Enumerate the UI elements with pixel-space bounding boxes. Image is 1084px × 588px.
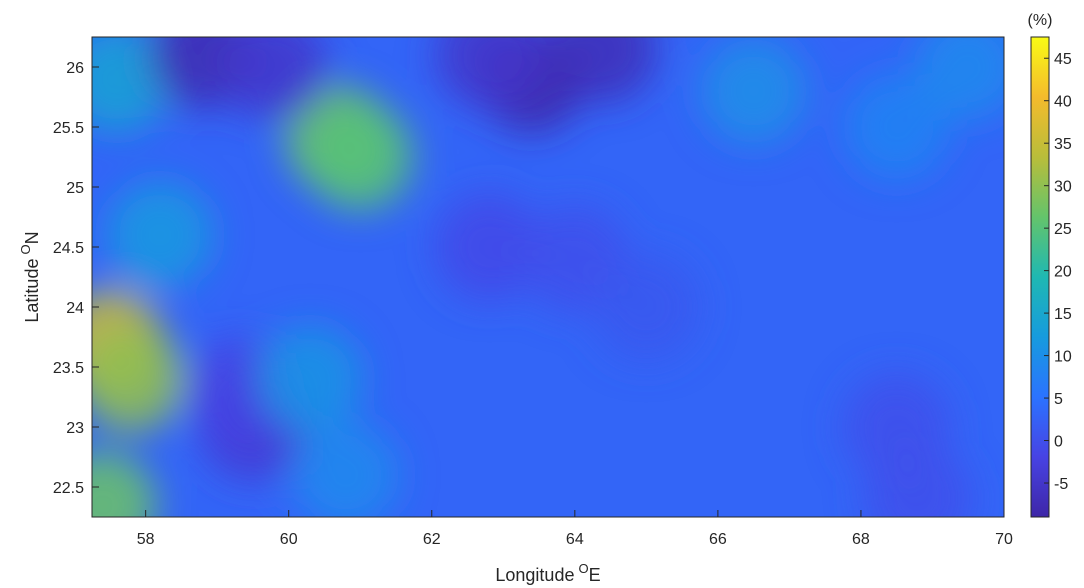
heatmap-feature xyxy=(256,325,364,433)
heatmap-feature xyxy=(220,37,329,121)
plot-area xyxy=(92,37,1004,517)
colorbar-tick-label: 0 xyxy=(1054,434,1063,451)
x-axis: 58 60 62 64 66 68 70 xyxy=(92,510,1013,548)
colorbar-tick-label: -5 xyxy=(1054,476,1068,493)
colorbar-title: (%) xyxy=(1028,12,1053,29)
colorbar-tick-label: 35 xyxy=(1054,136,1072,153)
heatmap-feature xyxy=(106,181,214,289)
heatmap-feature xyxy=(92,451,157,517)
x-axis-label: Longitude OE xyxy=(495,561,600,585)
x-tick-label: 70 xyxy=(995,531,1013,548)
y-tick-label: 23 xyxy=(66,420,84,437)
x-tick-label: 68 xyxy=(852,531,870,548)
heatmap-feature xyxy=(292,421,400,517)
heatmap-feature xyxy=(306,103,414,211)
y-tick-label: 26 xyxy=(66,60,84,77)
heatmap-feature xyxy=(864,445,972,517)
heatmap-feature xyxy=(435,193,543,301)
x-tick-label: 66 xyxy=(709,531,727,548)
colorbar-scale xyxy=(1030,36,1050,518)
colorbar-tick-label: 5 xyxy=(1054,391,1063,408)
y-tick-label: 24 xyxy=(66,300,84,317)
colorbar-tick-label: 10 xyxy=(1054,349,1072,366)
x-tick-label: 60 xyxy=(280,531,298,548)
y-axis-label: LatitudeON xyxy=(18,231,42,322)
colorbar-tick-label: 30 xyxy=(1054,179,1072,196)
y-tick-label: 25.5 xyxy=(53,120,84,137)
heatmap-feature xyxy=(92,325,185,433)
heatmap-feature xyxy=(549,37,658,103)
colorbar-tick-label: 25 xyxy=(1054,221,1072,238)
colorbar-tick-label: 45 xyxy=(1054,51,1072,68)
y-axis: 22.5 23 23.5 24 24.5 25 25.5 26 xyxy=(53,37,99,517)
colorbar-tick-label: 15 xyxy=(1054,306,1072,323)
y-tick-label: 22.5 xyxy=(53,480,84,497)
heatmap-feature xyxy=(700,37,808,145)
y-tick-label: 23.5 xyxy=(53,360,84,377)
heatmap-features xyxy=(92,37,1004,517)
heatmap-feature xyxy=(843,73,951,181)
heatmap-feature xyxy=(435,37,543,109)
x-tick-label: 58 xyxy=(137,531,155,548)
heatmap-feature xyxy=(592,253,701,361)
x-tick-label: 62 xyxy=(423,531,441,548)
colorbar-tick-label: 40 xyxy=(1054,94,1072,111)
colorbar-tick-label: 20 xyxy=(1054,264,1072,281)
x-tick-label: 64 xyxy=(566,531,584,548)
y-tick-label: 24.5 xyxy=(53,240,84,257)
heatmap-feature xyxy=(914,37,1004,121)
colorbar: -5 0 5 10 15 20 25 30 35 40 45 (%) xyxy=(1028,12,1072,518)
y-tick-label: 25 xyxy=(66,180,84,197)
